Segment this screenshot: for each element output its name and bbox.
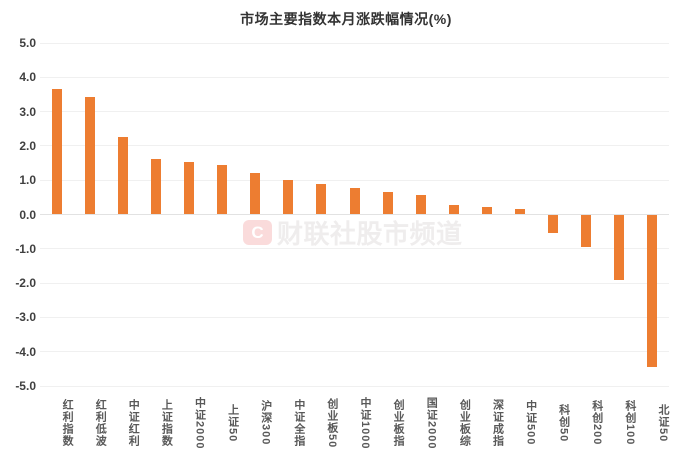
gridline xyxy=(40,111,669,113)
x-axis-category-label: 中证全指 xyxy=(292,399,305,447)
x-axis-category-label: 创业板指 xyxy=(392,399,405,447)
x-axis-category-label: 科创50 xyxy=(557,403,570,443)
x-axis-category-label: 中证500 xyxy=(524,400,537,446)
gridline xyxy=(40,145,669,147)
gridline xyxy=(40,76,669,78)
y-axis-tick-label: 5.0 xyxy=(19,36,36,50)
gridline xyxy=(40,179,669,181)
x-axis-category-label: 创业板50 xyxy=(325,397,338,449)
bar xyxy=(51,89,62,215)
bar xyxy=(217,165,228,215)
bar xyxy=(515,208,526,215)
bar xyxy=(117,136,128,215)
bar xyxy=(84,97,95,215)
gridline xyxy=(40,385,669,387)
x-axis-category-label: 红利低波 xyxy=(94,399,107,447)
y-axis-tick-label: 0.0 xyxy=(19,207,36,222)
bar xyxy=(316,183,327,215)
bar xyxy=(548,214,559,233)
x-axis-category-label: 中证2000 xyxy=(193,396,206,450)
bar xyxy=(614,214,625,280)
x-axis-category-label: 红利指数 xyxy=(61,399,74,447)
chart-title: 市场主要指数本月涨跌幅情况(%) xyxy=(240,11,452,27)
gridline xyxy=(40,351,669,353)
gridline xyxy=(40,42,669,44)
x-axis-category-label: 科创200 xyxy=(590,400,603,446)
y-axis-tick-label: -4.0 xyxy=(15,344,36,359)
y-axis-tick-label: -2.0 xyxy=(15,276,36,291)
y-axis-tick-label: 3.0 xyxy=(19,104,36,119)
x-axis-category-label: 国证2000 xyxy=(425,396,438,450)
y-axis-tick-label: 1.0 xyxy=(19,173,36,188)
bar xyxy=(415,195,426,215)
x-axis-category-label: 中证1000 xyxy=(359,396,372,450)
x-axis-category-label: 上证指数 xyxy=(160,399,173,447)
y-axis-tick-label: -5.0 xyxy=(15,379,36,393)
watermark: C 财联社股市频道 xyxy=(243,214,463,251)
zero-axis-line xyxy=(40,214,669,215)
y-axis-tick-label: 4.0 xyxy=(19,70,36,85)
bar xyxy=(481,207,492,215)
x-axis-category-label: 深证成指 xyxy=(491,399,504,447)
bar xyxy=(647,214,658,367)
cailian-logo-letter: C xyxy=(251,222,264,242)
bar xyxy=(349,188,360,215)
y-axis-tick-label: -1.0 xyxy=(15,241,36,256)
y-axis-tick-label: -3.0 xyxy=(15,310,36,325)
bar xyxy=(283,179,294,215)
bar xyxy=(250,172,261,215)
gridline xyxy=(40,248,669,250)
gridline xyxy=(40,316,669,318)
cailian-logo-icon: C xyxy=(243,220,272,245)
x-axis-category-label: 创业板综 xyxy=(458,399,471,447)
y-axis-tick-label: 2.0 xyxy=(19,138,36,153)
gridline xyxy=(40,282,669,284)
x-axis-category-label: 北证50 xyxy=(656,403,669,443)
watermark-text: 财联社股市频道 xyxy=(277,219,463,249)
bar xyxy=(448,205,459,215)
bar xyxy=(150,158,161,215)
bar xyxy=(581,214,592,248)
x-axis-category-label: 科创100 xyxy=(623,400,636,446)
x-axis-category-label: 沪深300 xyxy=(259,400,272,446)
bar xyxy=(183,162,194,215)
x-axis-category-label: 中证红利 xyxy=(127,399,140,447)
x-axis-category-label: 上证50 xyxy=(226,403,239,443)
bar xyxy=(382,191,393,215)
